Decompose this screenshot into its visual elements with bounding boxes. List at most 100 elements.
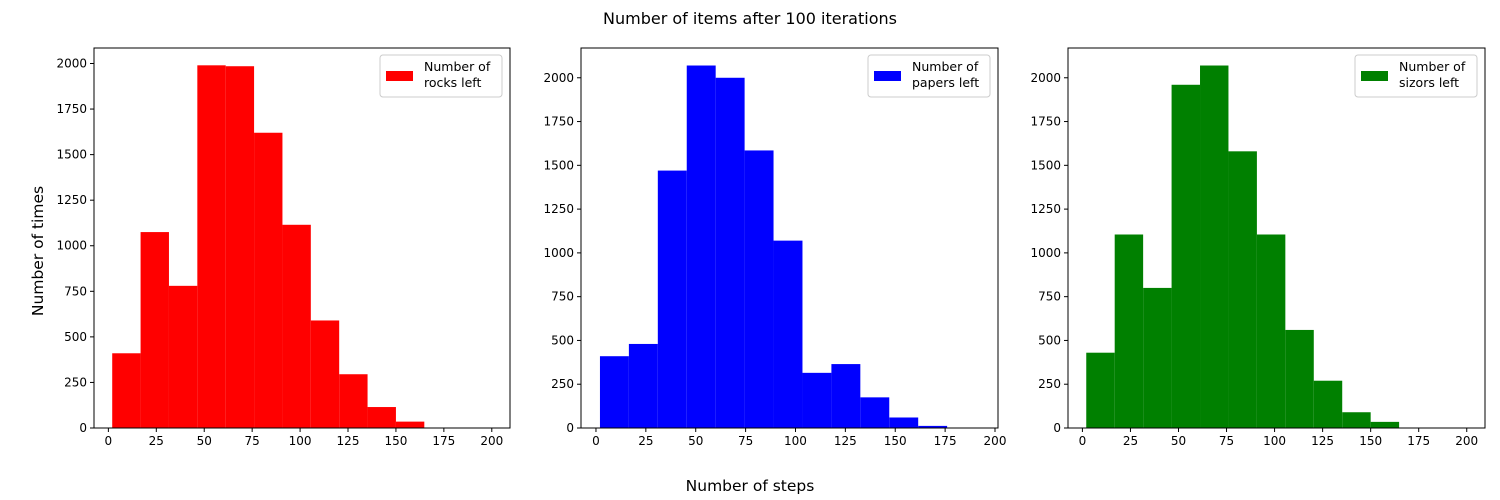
histogram-bar <box>715 77 745 428</box>
axes-frame <box>93 47 511 429</box>
y-tick-label: 0 <box>79 421 87 435</box>
histogram-bar <box>168 285 198 428</box>
y-tick-label: 2000 <box>1030 71 1061 85</box>
x-tick-label: 200 <box>1455 434 1478 448</box>
histogram-bar <box>1143 287 1172 428</box>
x-tick-label: 25 <box>149 434 164 448</box>
figure-title: Number of items after 100 iterations <box>603 9 897 28</box>
histogram-bar <box>744 150 774 429</box>
y-tick-label: 250 <box>551 377 574 391</box>
y-tick-label: 750 <box>64 284 87 298</box>
legend-box <box>1354 54 1478 98</box>
x-tick-label: 125 <box>1311 434 1334 448</box>
axes-frame <box>1067 47 1486 429</box>
x-tick-label: 100 <box>1263 434 1286 448</box>
x-tick-label: 50 <box>197 434 212 448</box>
legend-label: Number of sizors left <box>1399 59 1466 90</box>
histogram-bar <box>889 417 919 428</box>
x-tick-label: 75 <box>245 434 260 448</box>
histogram-bar <box>599 356 629 428</box>
x-tick-label: 100 <box>784 434 807 448</box>
x-tick-label: 50 <box>1171 434 1186 448</box>
histogram-bar <box>1200 65 1229 428</box>
x-tick-label: 150 <box>1359 434 1382 448</box>
x-tick-label: 125 <box>337 434 360 448</box>
y-tick-label: 2000 <box>543 71 574 85</box>
histogram-bar <box>339 374 368 428</box>
y-tick-label: 500 <box>551 333 574 347</box>
histogram-bar <box>254 132 283 428</box>
histogram-bar <box>1285 329 1314 428</box>
histogram-bar <box>1228 151 1257 428</box>
y-tick-label: 0 <box>1053 421 1061 435</box>
y-axis-label: Number of times <box>29 186 47 316</box>
x-tick-label: 50 <box>688 434 703 448</box>
histogram-bar <box>367 407 396 428</box>
histogram-bar <box>831 364 861 428</box>
y-tick-label: 2000 <box>56 56 87 70</box>
y-tick-label: 1500 <box>56 148 87 162</box>
histogram-bar <box>1342 412 1371 428</box>
y-tick-label: 0 <box>566 421 574 435</box>
legend-swatch <box>874 71 901 81</box>
y-tick-label: 250 <box>1038 377 1061 391</box>
x-tick-label: 0 <box>105 434 113 448</box>
legend-box <box>867 54 991 98</box>
y-tick-label: 1750 <box>56 102 87 116</box>
legend-label: Number of papers left <box>912 59 979 90</box>
y-tick-label: 500 <box>64 330 87 344</box>
histogram-bar <box>802 372 832 428</box>
legend-box <box>379 54 503 98</box>
histogram-bar <box>628 343 658 428</box>
y-tick-label: 750 <box>1038 290 1061 304</box>
x-tick-label: 150 <box>384 434 407 448</box>
x-tick-label: 200 <box>984 434 1007 448</box>
histogram-bar <box>1171 84 1201 428</box>
y-tick-label: 1000 <box>56 239 87 253</box>
y-tick-label: 1250 <box>543 202 574 216</box>
histogram-bar <box>197 65 226 428</box>
subplot-sizors: 0 25 50 75 100 125 150 175 200025050075010001250… <box>1030 47 1486 448</box>
histogram-bar <box>1313 380 1343 428</box>
histogram-bar <box>860 397 890 428</box>
subplot-rocks: 0 25 50 75 100 125 150 175 200025050075010001250… <box>56 47 511 448</box>
x-tick-label: 100 <box>289 434 312 448</box>
legend-swatch <box>386 71 413 81</box>
histogram-bar <box>1114 234 1144 428</box>
x-tick-label: 75 <box>738 434 753 448</box>
x-tick-label: 0 <box>1079 434 1087 448</box>
histogram-bar <box>140 232 169 428</box>
histogram-bar <box>310 320 340 428</box>
y-tick-label: 1250 <box>56 193 87 207</box>
axes-frame <box>580 47 999 429</box>
y-tick-label: 1500 <box>543 158 574 172</box>
x-tick-label: 0 <box>592 434 600 448</box>
histogram-bar <box>395 421 425 428</box>
y-tick-label: 750 <box>551 290 574 304</box>
x-tick-label: 200 <box>480 434 503 448</box>
legend-swatch <box>1361 71 1388 81</box>
y-tick-label: 1750 <box>1030 115 1061 129</box>
y-tick-label: 250 <box>64 375 87 389</box>
histogram-bar <box>657 170 687 429</box>
x-tick-label: 25 <box>638 434 653 448</box>
y-tick-label: 1750 <box>543 115 574 129</box>
x-tick-label: 175 <box>1407 434 1430 448</box>
x-tick-label: 75 <box>1219 434 1234 448</box>
y-tick-label: 1500 <box>1030 158 1061 172</box>
y-tick-label: 1250 <box>1030 202 1061 216</box>
histogram-bar <box>773 240 803 428</box>
histogram-bar <box>112 353 141 428</box>
legend-label: Number of rocks left <box>424 59 491 90</box>
histogram-bar <box>1086 352 1115 428</box>
x-tick-label: 175 <box>432 434 455 448</box>
histogram-bar <box>918 425 948 428</box>
x-axis-label: Number of steps <box>686 477 815 495</box>
histogram-bar <box>282 224 311 428</box>
y-tick-label: 1000 <box>543 246 574 260</box>
histogram-bar <box>686 65 716 428</box>
y-tick-label: 500 <box>1038 333 1061 347</box>
y-tick-label: 1000 <box>1030 246 1061 260</box>
x-tick-label: 175 <box>934 434 957 448</box>
